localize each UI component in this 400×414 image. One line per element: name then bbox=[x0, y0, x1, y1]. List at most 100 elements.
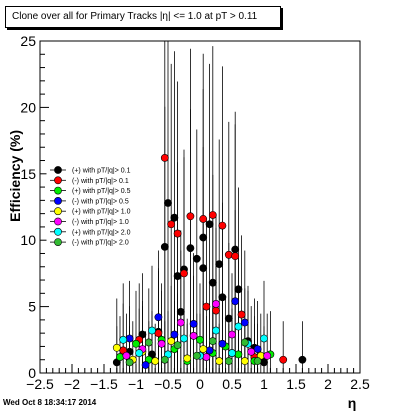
legend-label: (-) with pT/|q|> 0.5 bbox=[72, 198, 129, 205]
data-point bbox=[231, 297, 240, 306]
legend-label: (+) with pT/|q|> 0.1 bbox=[72, 168, 131, 175]
data-point bbox=[228, 349, 236, 357]
x-tick-label: −2.5 bbox=[26, 376, 54, 392]
data-point bbox=[154, 313, 163, 322]
y-axis-title: Efficiency (%) bbox=[7, 130, 23, 222]
data-point bbox=[125, 358, 134, 367]
data-point bbox=[160, 242, 169, 251]
data-point bbox=[208, 211, 217, 219]
data-point bbox=[234, 285, 243, 294]
legend-marker bbox=[54, 207, 62, 216]
data-point bbox=[164, 199, 172, 207]
data-point bbox=[183, 354, 192, 363]
x-tick-label: 0 bbox=[196, 376, 204, 392]
data-point bbox=[148, 326, 156, 335]
data-point bbox=[160, 153, 169, 162]
x-tick-label: −1 bbox=[128, 376, 144, 392]
data-point bbox=[224, 314, 233, 323]
data-point bbox=[212, 300, 220, 308]
data-point bbox=[218, 293, 227, 302]
legend-label: (-) with pT/|q|> 0.1 bbox=[72, 178, 129, 185]
data-point bbox=[125, 334, 134, 343]
y-tick-label: 15 bbox=[20, 166, 36, 182]
data-point bbox=[218, 339, 227, 348]
data-point bbox=[170, 330, 179, 339]
data-point bbox=[202, 302, 211, 311]
legend-marker bbox=[54, 196, 62, 205]
data-point bbox=[192, 351, 201, 360]
data-point bbox=[170, 213, 179, 222]
chart-title: Clone over all for Primary Tracks |η| <=… bbox=[5, 6, 281, 28]
legend-marker bbox=[54, 186, 62, 195]
legend-marker bbox=[54, 217, 62, 226]
data-point bbox=[199, 233, 208, 242]
x-tick-label: 0.5 bbox=[222, 376, 242, 392]
data-point bbox=[144, 338, 153, 347]
data-point bbox=[215, 357, 224, 365]
data-point bbox=[279, 355, 288, 364]
data-point bbox=[240, 318, 249, 327]
data-point bbox=[112, 343, 121, 352]
y-axis: 0 5 10 15 20 25 bbox=[20, 33, 49, 381]
data-point bbox=[189, 331, 198, 340]
data-point bbox=[224, 250, 233, 259]
data-point bbox=[240, 357, 249, 365]
legend-marker bbox=[54, 238, 62, 246]
legend-label: (+) with pT/|q|> 1.0 bbox=[72, 209, 131, 216]
data-markers bbox=[112, 153, 307, 369]
legend-label: (+) with pT/|q|> 2.0 bbox=[72, 229, 131, 236]
data-point bbox=[205, 220, 214, 229]
data-point bbox=[132, 339, 140, 348]
data-point bbox=[263, 351, 272, 360]
x-tick-label: −2 bbox=[64, 376, 80, 392]
data-point bbox=[208, 337, 217, 346]
legend-marker bbox=[54, 166, 62, 174]
y-tick-label: 20 bbox=[20, 99, 36, 115]
data-point bbox=[141, 361, 150, 369]
legend-label: (-) with pT/|q|> 2.0 bbox=[72, 240, 129, 247]
data-point bbox=[160, 355, 169, 364]
data-point bbox=[231, 252, 240, 261]
data-point bbox=[135, 349, 144, 357]
data-point bbox=[167, 220, 176, 229]
legend-label: (-) with pT/|q|> 1.0 bbox=[72, 219, 129, 226]
data-point bbox=[247, 347, 256, 356]
data-point bbox=[215, 260, 224, 269]
data-point bbox=[237, 310, 246, 319]
data-point bbox=[199, 264, 208, 272]
data-point bbox=[186, 244, 195, 253]
data-point bbox=[240, 338, 249, 347]
y-tick-label: 25 bbox=[20, 33, 36, 49]
x-tick-label: 2 bbox=[324, 376, 332, 392]
data-point bbox=[202, 353, 211, 361]
data-point bbox=[205, 346, 214, 355]
legend-label: (+) with pT/|q|> 0.5 bbox=[72, 188, 131, 195]
data-point bbox=[116, 353, 124, 361]
y-tick-label: 10 bbox=[20, 232, 36, 248]
x-axis-title: η bbox=[348, 395, 357, 411]
data-point bbox=[196, 335, 204, 344]
data-point bbox=[186, 212, 195, 221]
data-point bbox=[180, 269, 188, 278]
data-point bbox=[208, 278, 217, 287]
data-point bbox=[253, 357, 262, 365]
data-point bbox=[234, 322, 243, 331]
data-point bbox=[119, 335, 128, 344]
data-point bbox=[151, 357, 160, 365]
data-point bbox=[176, 318, 185, 327]
legend-box bbox=[46, 163, 160, 251]
legend: (+) with pT/|q|> 0.1 (-) with pT/|q|> 0.1… bbox=[46, 163, 160, 251]
data-point bbox=[228, 330, 236, 339]
data-point bbox=[180, 334, 188, 343]
data-point bbox=[199, 345, 208, 353]
data-point bbox=[167, 337, 176, 346]
x-axis: −2.5 −2 −1.5 −1 −0.5 0 0.5 1 1.5 2 2.5 bbox=[26, 364, 370, 392]
legend-marker bbox=[54, 227, 62, 236]
x-tick-label: 1 bbox=[260, 376, 268, 392]
data-point bbox=[173, 341, 182, 350]
data-point bbox=[260, 334, 268, 343]
data-point bbox=[298, 355, 307, 364]
data-point bbox=[122, 351, 131, 360]
data-point bbox=[189, 319, 198, 328]
